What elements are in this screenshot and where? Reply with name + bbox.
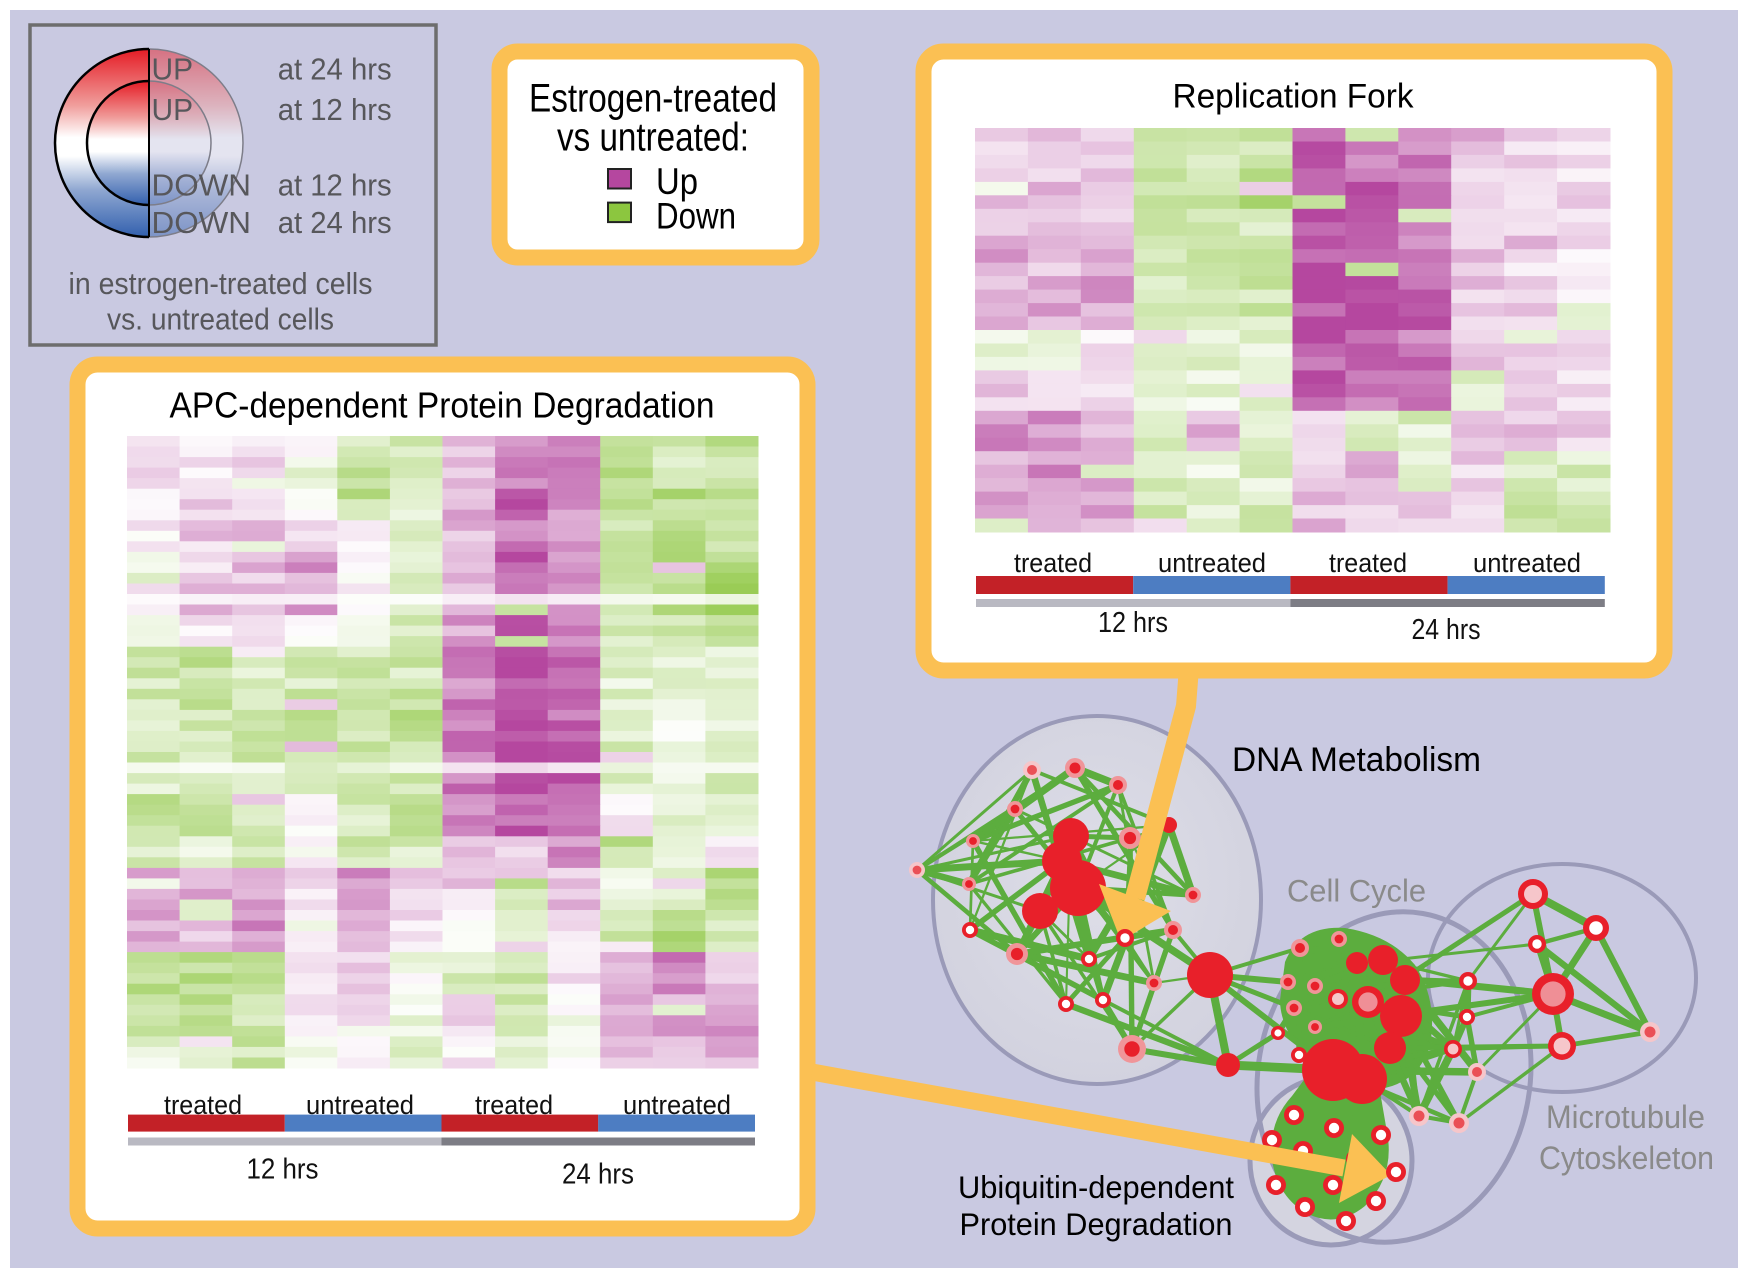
- svg-text:vs. untreated cells: vs. untreated cells: [107, 302, 334, 337]
- svg-text:Protein Degradation: Protein Degradation: [960, 1206, 1233, 1242]
- svg-text:Down: Down: [656, 195, 736, 236]
- svg-text:untreated: untreated: [1473, 548, 1581, 578]
- svg-text:Estrogen-treated: Estrogen-treated: [529, 76, 777, 120]
- svg-text:Up: Up: [656, 161, 698, 202]
- svg-text:in estrogen-treated cells: in estrogen-treated cells: [69, 266, 373, 301]
- svg-text:12 hrs: 12 hrs: [1098, 607, 1168, 639]
- svg-text:Ubiquitin-dependent: Ubiquitin-dependent: [958, 1169, 1234, 1205]
- svg-text:at 12 hrs: at 12 hrs: [278, 167, 392, 202]
- svg-text:treated: treated: [1329, 548, 1407, 578]
- svg-text:24 hrs: 24 hrs: [1412, 614, 1481, 646]
- svg-text:Replication Fork: Replication Fork: [1173, 77, 1415, 115]
- svg-text:at 24 hrs: at 24 hrs: [278, 205, 392, 240]
- svg-text:12 hrs: 12 hrs: [247, 1154, 319, 1186]
- svg-text:APC-dependent Protein Degradat: APC-dependent Protein Degradation: [170, 385, 715, 426]
- svg-text:at 12 hrs: at 12 hrs: [278, 92, 392, 127]
- svg-text:DOWN: DOWN: [152, 205, 252, 240]
- svg-text:Cell Cycle: Cell Cycle: [1287, 873, 1426, 909]
- svg-text:at 24 hrs: at 24 hrs: [278, 52, 392, 87]
- svg-text:DOWN: DOWN: [152, 167, 252, 202]
- svg-text:untreated: untreated: [1158, 548, 1266, 578]
- svg-text:UP: UP: [152, 52, 194, 87]
- svg-text:UP: UP: [152, 92, 194, 127]
- svg-text:Cytoskeleton: Cytoskeleton: [1539, 1140, 1714, 1176]
- svg-text:Microtubule: Microtubule: [1546, 1099, 1705, 1135]
- svg-text:DNA Metabolism: DNA Metabolism: [1232, 741, 1481, 779]
- svg-text:vs untreated:: vs untreated:: [557, 115, 749, 159]
- svg-text:24 hrs: 24 hrs: [562, 1158, 634, 1190]
- svg-text:treated: treated: [1014, 548, 1092, 578]
